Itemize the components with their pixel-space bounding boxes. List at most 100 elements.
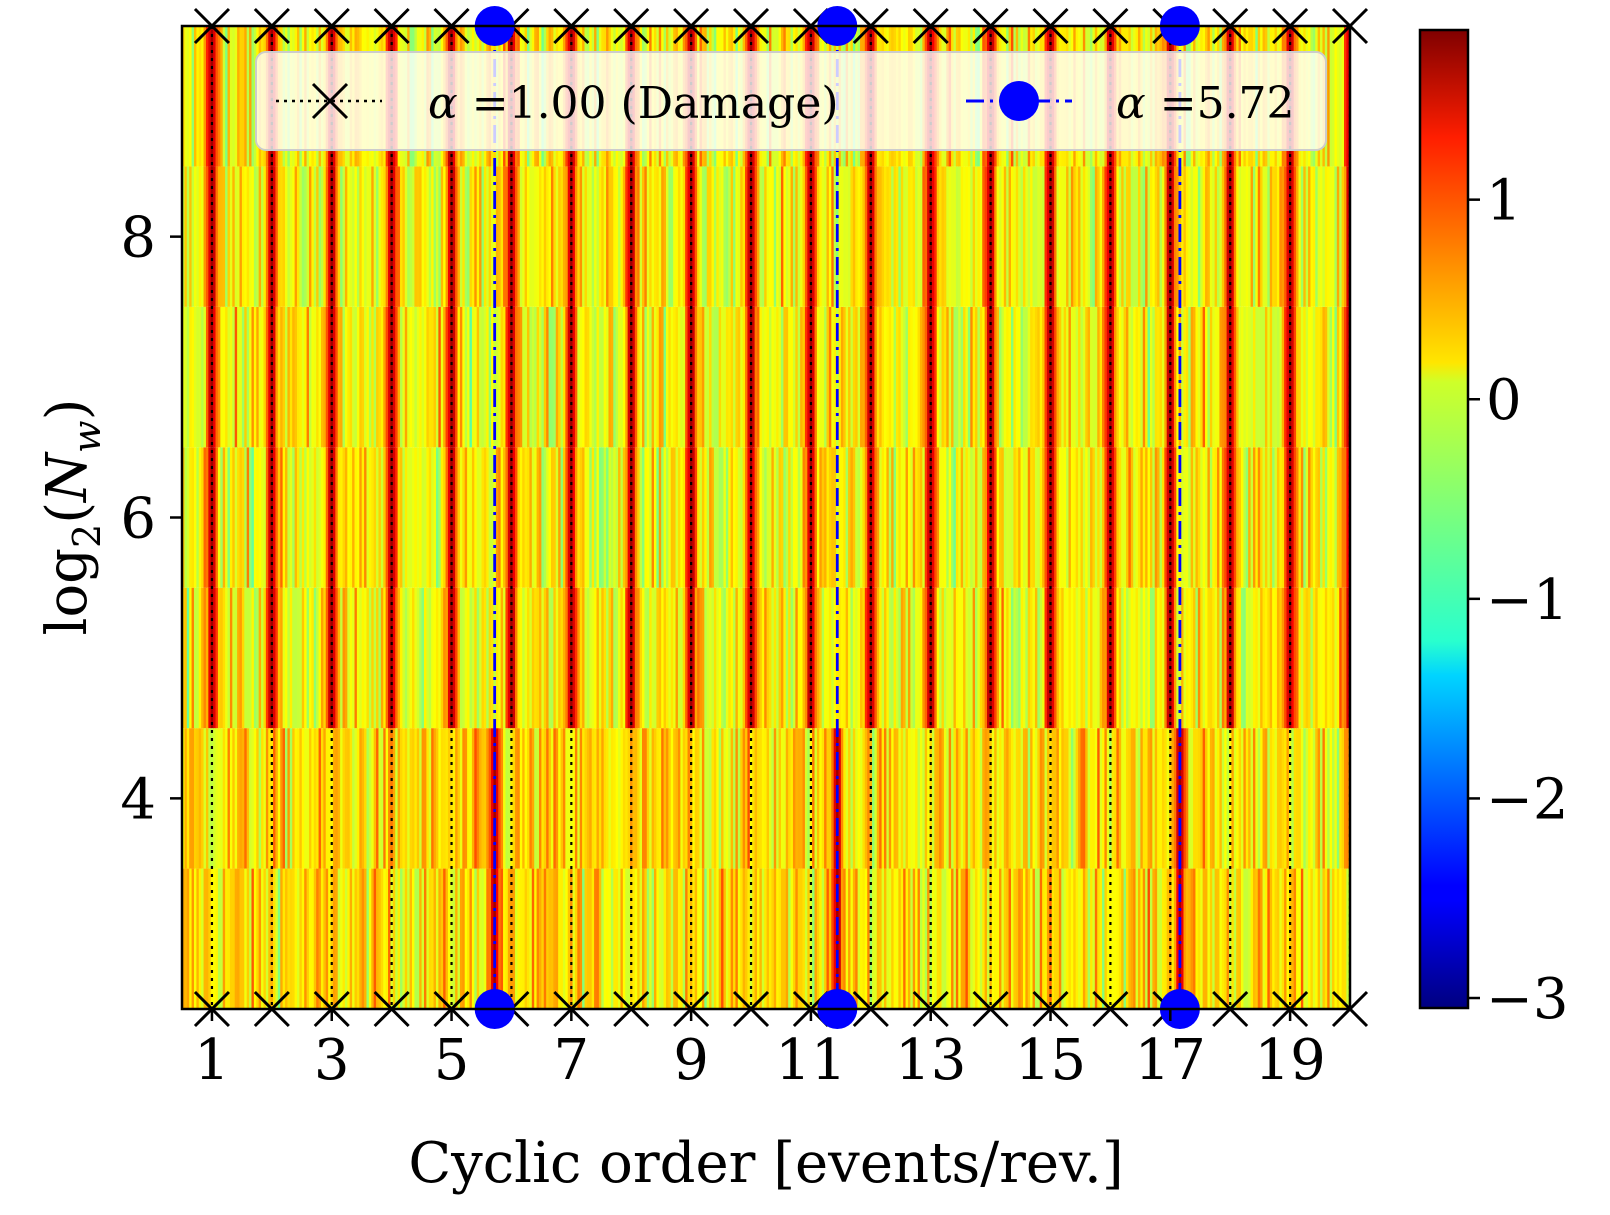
heatmap-cell: [773, 306, 777, 448]
heatmap-cell: [299, 728, 303, 869]
heatmap-cell: [1092, 587, 1096, 729]
heatmap-cell: [852, 728, 856, 869]
heatmap-cell: [1125, 306, 1129, 448]
heatmap-cell: [721, 868, 725, 1009]
heatmap-cell: [433, 166, 437, 307]
heatmap-cell: [637, 728, 641, 869]
heatmap-cell: [505, 868, 509, 1009]
heatmap-cell: [1037, 166, 1041, 307]
heatmap-cell: [1193, 447, 1197, 588]
heatmap-cell: [246, 868, 250, 1009]
heatmap-cell: [397, 447, 401, 588]
heatmap-cell: [311, 587, 315, 729]
heatmap-cell: [390, 447, 394, 588]
heatmap-cell: [606, 166, 610, 307]
heatmap-cell: [503, 587, 507, 729]
heatmap-cell: [558, 447, 562, 588]
heatmap-cell: [608, 868, 612, 1009]
heatmap-cell: [1190, 166, 1194, 307]
heatmap-cell: [646, 587, 650, 729]
heatmap-cell: [642, 868, 646, 1009]
heatmap-cell: [1185, 166, 1189, 307]
heatmap-cell: [1312, 868, 1316, 1009]
heatmap-cell: [1080, 166, 1084, 307]
heatmap-cell: [213, 166, 217, 307]
heatmap-cell: [1111, 447, 1115, 588]
heatmap-cell: [924, 166, 928, 307]
heatmap-cell: [318, 587, 322, 729]
heatmap-cell: [524, 587, 528, 729]
heatmap-cell: [1097, 306, 1101, 448]
heatmap-cell: [567, 728, 571, 869]
heatmap-cell: [1245, 728, 1249, 869]
heatmap-cell: [1207, 868, 1211, 1009]
heatmap-cell: [1245, 868, 1249, 1009]
heatmap-cell: [716, 868, 720, 1009]
heatmap-cell: [1250, 587, 1254, 729]
heatmap-cell: [637, 306, 641, 448]
heatmap-cell: [1135, 728, 1139, 869]
heatmap-cell: [459, 166, 463, 307]
heatmap-cell: [745, 587, 749, 729]
heatmap-cell: [1013, 447, 1017, 588]
heatmap-cell: [1224, 587, 1228, 729]
heatmap-cell: [804, 166, 808, 307]
heatmap-cell: [1025, 728, 1029, 869]
heatmap-cell: [541, 868, 545, 1009]
heatmap-cell: [610, 728, 614, 869]
heatmap-cell: [299, 447, 303, 588]
heatmap-cell: [483, 166, 487, 307]
heatmap-cell: [1284, 728, 1288, 869]
heatmap-cell: [812, 306, 816, 448]
heatmap-cell: [1226, 587, 1230, 729]
heatmap-cell: [931, 447, 935, 588]
heatmap-cell: [1073, 728, 1077, 869]
heatmap-cell: [749, 728, 753, 869]
heatmap-cell: [828, 166, 832, 307]
heatmap-cell: [1327, 447, 1331, 588]
heatmap-cell: [481, 166, 485, 307]
heatmap-cell: [486, 868, 490, 1009]
heatmap-cell: [615, 166, 619, 307]
heatmap-cell: [582, 166, 586, 307]
heatmap-cell: [344, 728, 348, 869]
heatmap-cell: [189, 26, 193, 167]
heatmap-cell: [963, 166, 967, 307]
heatmap-cell: [900, 587, 904, 729]
heatmap-cell: [673, 728, 677, 869]
heatmap-cell: [538, 868, 542, 1009]
heatmap-cell: [1085, 447, 1089, 588]
heatmap-cell: [1085, 868, 1089, 1009]
heatmap-cell: [752, 587, 756, 729]
heatmap-cell: [661, 447, 665, 588]
heatmap-cell: [656, 587, 660, 729]
heatmap-cell: [1164, 728, 1168, 869]
heatmap-cell: [527, 728, 531, 869]
heatmap-cell: [1300, 306, 1304, 448]
heatmap-cell: [1240, 728, 1244, 869]
heatmap-cell: [253, 166, 257, 307]
heatmap-cell: [869, 306, 873, 448]
heatmap-cell: [874, 587, 878, 729]
heatmap-cell: [653, 306, 657, 448]
heatmap-cell: [574, 447, 578, 588]
heatmap-cell: [395, 868, 399, 1009]
heatmap-cell: [694, 868, 698, 1009]
heatmap-cell: [941, 587, 945, 729]
heatmap-cell: [984, 306, 988, 448]
heatmap-cell: [191, 587, 195, 729]
heatmap-cell: [730, 306, 734, 448]
heatmap-cell: [1130, 306, 1134, 448]
heatmap-cell: [543, 868, 547, 1009]
heatmap-cell: [663, 166, 667, 307]
heatmap-cell: [761, 306, 765, 448]
heatmap-cell: [376, 587, 380, 729]
heatmap-cell: [759, 166, 763, 307]
heatmap-cell: [826, 447, 830, 588]
heatmap-cell: [900, 447, 904, 588]
heatmap-cell: [201, 447, 205, 588]
heatmap-cell: [872, 868, 876, 1009]
heatmap-cell: [888, 306, 892, 448]
heatmap-cell: [1262, 868, 1266, 1009]
heatmap-cell: [479, 587, 483, 729]
